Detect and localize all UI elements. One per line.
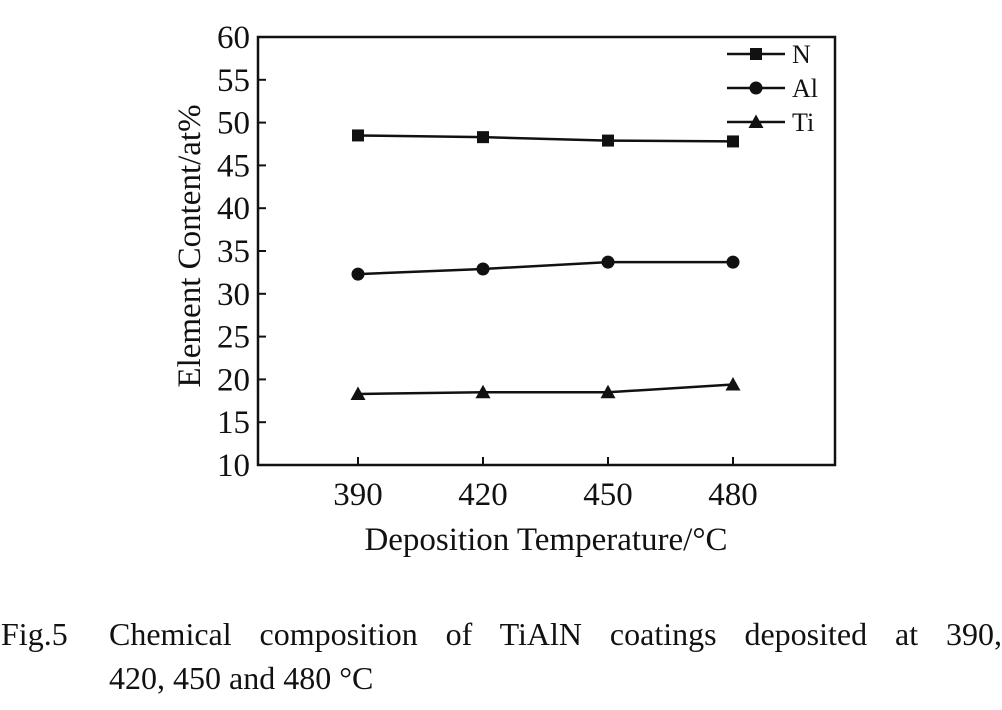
y-tick-label: 35 — [217, 234, 250, 270]
series-ti-line — [357, 383, 734, 396]
data-point-n — [727, 135, 739, 148]
y-tick-label: 10 — [217, 448, 250, 484]
data-point-al — [726, 255, 740, 269]
y-axis: 10 15 20 25 30 35 40 45 50 55 60 — [217, 20, 266, 484]
y-tick-label: 40 — [217, 191, 250, 227]
series-layer — [350, 129, 741, 400]
x-axis: 390 420 450 480 — [333, 457, 758, 513]
caption-text-line2: 420, 450 and 480 °C — [109, 660, 374, 696]
y-tick-label: 60 — [217, 20, 250, 56]
y-tick-label: 55 — [217, 63, 250, 99]
data-point-n — [602, 134, 614, 147]
y-tick-label: 30 — [217, 277, 250, 313]
legend-label: N — [792, 40, 811, 69]
legend-label: Ti — [792, 108, 814, 137]
legend-item-n: N — [727, 40, 811, 69]
legend-item-al: Al — [727, 74, 818, 103]
y-tick-label: 50 — [217, 106, 250, 142]
chart: 10 15 20 25 30 35 40 45 50 55 60 390 420 450 480 N Al T… — [172, 20, 837, 558]
x-tick-label: 390 — [333, 477, 383, 513]
legend-marker-al — [749, 81, 763, 95]
data-point-ti — [725, 377, 741, 391]
caption-text-line1: Chemical composition of TiAlN coatings d… — [109, 616, 1002, 652]
figure-caption: Fig.5 Chemical composition of TiAlN coat… — [0, 612, 1002, 700]
data-point-n — [352, 129, 364, 142]
line-chart: 10 15 20 25 30 35 40 45 50 55 60 390 420 450 480 N Al T… — [172, 20, 837, 558]
x-tick-label: 420 — [458, 477, 508, 513]
legend-marker-ti — [748, 114, 764, 128]
legend-marker-n — [750, 48, 762, 60]
caption-number: Fig.5 — [1, 616, 68, 652]
y-tick-label: 20 — [217, 362, 250, 398]
series-al-line — [357, 260, 733, 276]
data-point-ti — [475, 384, 491, 399]
data-point-n — [477, 131, 489, 144]
y-tick-label: 45 — [217, 148, 250, 184]
legend: N Al Ti — [727, 40, 818, 137]
x-axis-label: Deposition Temperature/°C — [364, 522, 727, 558]
y-axis-label: Element Content/at% — [172, 104, 208, 387]
data-point-ti — [350, 386, 366, 400]
plot-frame — [256, 35, 837, 467]
data-point-al — [476, 262, 490, 276]
data-point-al — [351, 267, 365, 281]
series-n — [352, 129, 739, 148]
x-tick-label: 450 — [583, 477, 633, 513]
x-tick-label: 480 — [708, 477, 758, 513]
y-tick-label: 15 — [217, 405, 250, 441]
data-point-ti — [600, 384, 616, 399]
series-ti — [350, 377, 741, 400]
series-al — [351, 255, 740, 281]
series-n-line — [357, 134, 734, 143]
data-point-al — [601, 255, 615, 269]
legend-item-ti: Ti — [727, 108, 814, 137]
y-tick-label: 25 — [217, 320, 250, 356]
legend-label: Al — [792, 74, 818, 103]
